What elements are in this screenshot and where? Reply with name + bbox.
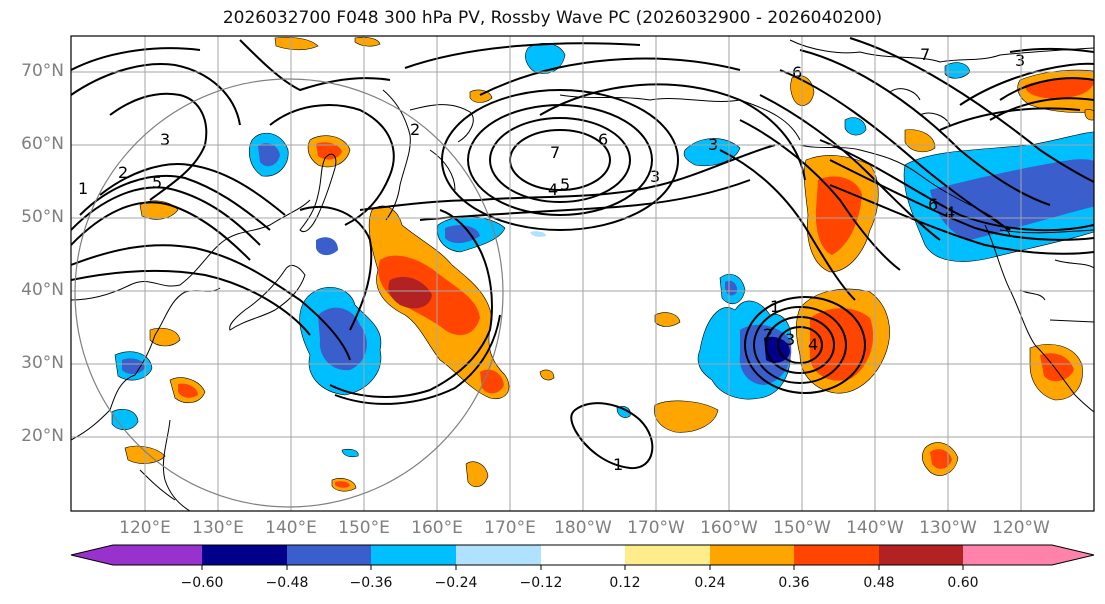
lon-label: 150°E: [338, 518, 390, 538]
lat-label: 30°N: [21, 353, 64, 373]
lat-label: 20°N: [21, 426, 64, 446]
lon-label: 160°E: [411, 518, 463, 538]
colorbar-cell: [287, 545, 371, 565]
colorbar-cell: [879, 545, 963, 565]
contour-label: 5: [152, 173, 162, 192]
contour-label: 4: [548, 180, 558, 199]
contour-label: 2: [763, 325, 773, 344]
lon-label: 140°E: [265, 518, 317, 538]
lon-label: 180°W: [554, 518, 612, 538]
contour-labels: 6 4 5 3 7 1 2 3 4 1 3 2 5 1 6 6 4 3 2 3 …: [78, 45, 1025, 474]
lon-label: 140°W: [846, 518, 904, 538]
pv-contours: [71, 37, 1094, 470]
colorbar-cell: [202, 545, 287, 565]
colorbar-cell: [794, 545, 879, 565]
colorbar-tick-label: 0.12: [609, 575, 641, 591]
contour-label: 7: [550, 143, 560, 162]
region-circle: [74, 78, 504, 508]
colorbar: [70, 544, 1095, 570]
colorbar-cell: [710, 545, 794, 565]
colorbar-cell: [625, 545, 710, 565]
colorbar-cell: [371, 545, 456, 565]
contour-label: 2: [410, 120, 420, 139]
contour-label: 5: [560, 175, 570, 194]
contour-label: 1: [78, 179, 88, 198]
lon-label: 150°W: [773, 518, 831, 538]
colorbar-tick-label: 0.60: [947, 575, 979, 591]
lon-label: 170°W: [627, 518, 685, 538]
contour-label: 3: [785, 330, 795, 349]
colorbar-cell: [113, 545, 202, 565]
contour-label: 4: [808, 335, 818, 354]
colorbar-tick-label: 0.48: [863, 575, 895, 591]
contour-label: 2: [118, 163, 128, 182]
colorbar-cell: [541, 545, 625, 565]
map-frame: [70, 35, 1095, 512]
gridlines: [71, 36, 1094, 511]
colorbar-tick-label: −0.48: [265, 575, 309, 591]
lat-label: 60°N: [21, 134, 64, 154]
lon-label: 130°E: [192, 518, 244, 538]
colorbar-cell: [963, 545, 1052, 565]
contour-label: 1: [613, 455, 623, 474]
lon-label: 120°W: [992, 518, 1050, 538]
contour-label: 7: [920, 45, 930, 64]
contour-label: 6: [928, 195, 938, 214]
lon-label: 120°E: [119, 518, 171, 538]
lon-label: 170°E: [484, 518, 536, 538]
colorbar-tick-label: −0.60: [180, 575, 224, 591]
lat-label: 40°N: [21, 280, 64, 300]
colorbar-extend-low: [71, 545, 113, 565]
colorbar-tick-label: 0.36: [778, 575, 810, 591]
colorbar-tick-label: −0.24: [434, 575, 478, 591]
contour-label: 3: [160, 130, 170, 149]
lon-label: 160°W: [700, 518, 758, 538]
colorbar-cell: [456, 545, 541, 565]
contour-label: 6: [598, 130, 608, 149]
lat-label: 70°N: [21, 61, 64, 81]
colorbar-tick-label: −0.12: [519, 575, 563, 591]
contour-label: 1: [770, 297, 780, 316]
colorbar-tick-label: −0.36: [349, 575, 393, 591]
contour-label: 4: [945, 203, 955, 222]
colorbar-extend-high: [1052, 545, 1094, 565]
contour-label: 3: [1015, 51, 1025, 70]
map-title: 2026032700 F048 300 hPa PV, Rossby Wave …: [222, 8, 883, 28]
colorbar-tick-label: 0.24: [694, 575, 726, 591]
lat-label: 50°N: [21, 207, 64, 227]
lon-label: 130°W: [919, 518, 977, 538]
contour-label: 3: [650, 167, 660, 186]
